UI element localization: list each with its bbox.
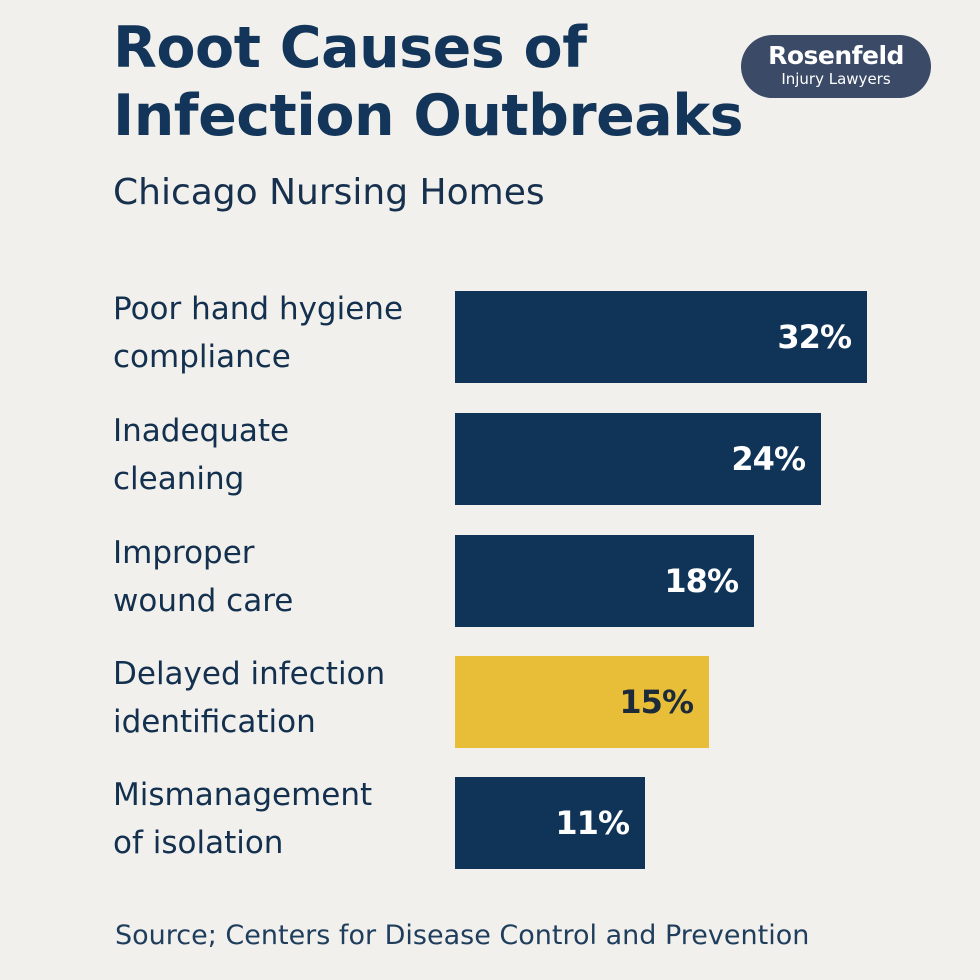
brand-tagline: Injury Lawyers [781,70,891,88]
brand-name: Rosenfeld [768,41,904,70]
value-label: 24% [731,440,806,478]
bar-highlighted: 15% [455,656,709,748]
chart-row-cleaning: Inadequate cleaning 24% [0,413,980,505]
category-label: Inadequate cleaning [113,407,443,503]
label-line: compliance [113,339,291,375]
label-line: Inadequate [113,413,290,449]
label-line: identification [113,704,316,740]
value-label: 15% [619,683,694,721]
label-line: of isolation [113,825,284,861]
title-line-1: Root Causes of [113,15,587,81]
bar: 32% [455,291,867,383]
category-label: Mismanagement of isolation [113,771,443,867]
label-line: Poor hand hygiene [113,291,404,327]
subtitle: Chicago Nursing Homes [113,172,545,213]
label-line: Mismanagement [113,777,373,813]
label-line: Improper [113,535,255,571]
title-line-2: Infection Outbreaks [113,83,744,149]
label-line: wound care [113,583,294,619]
category-label: Improper wound care [113,529,443,625]
chart-row-isolation: Mismanagement of isolation 11% [0,777,980,869]
source-note: Source; Centers for Disease Control and … [115,920,810,951]
value-label: 11% [555,804,630,842]
label-line: Delayed infection [113,656,386,692]
value-label: 18% [664,562,739,600]
chart-row-delayed-identification: Delayed infection identification 15% [0,656,980,748]
category-label: Delayed infection identification [113,650,443,746]
category-label: Poor hand hygiene compliance [113,285,443,381]
bar: 11% [455,777,645,869]
chart-row-hand-hygiene: Poor hand hygiene compliance 32% [0,291,980,383]
value-label: 32% [777,318,852,356]
chart-row-wound-care: Improper wound care 18% [0,535,980,627]
label-line: cleaning [113,461,245,497]
brand-logo-badge: Rosenfeld Injury Lawyers [741,35,931,98]
bar: 24% [455,413,821,505]
bar: 18% [455,535,754,627]
page-title: Root Causes of Infection Outbreaks [113,14,813,150]
